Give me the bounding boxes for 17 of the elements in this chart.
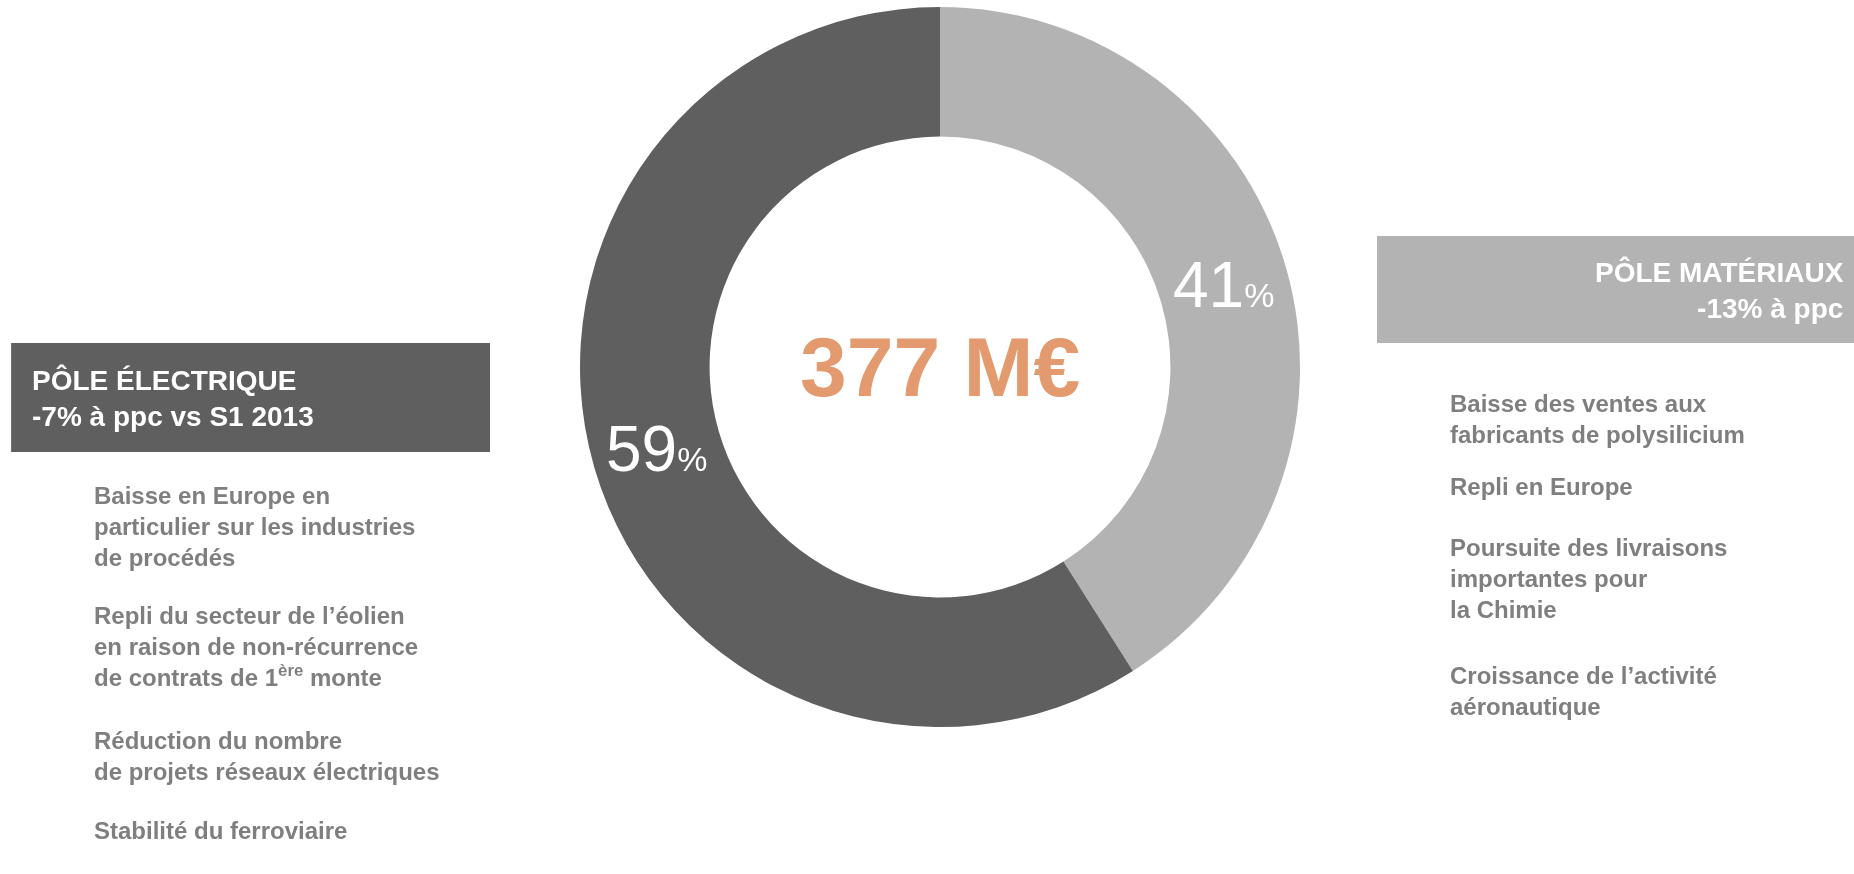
text: 377 M€	[800, 320, 1081, 414]
text: Repli du secteur de l’éolien en raison de non-récurrence de contrats de 1$^{ère}$ monte	[94, 602, 419, 692]
donut-slice	[940, 7, 1300, 671]
text: Repli en Europe	[1450, 473, 1633, 500]
text: Baisse des ventes aux fabricants de polysilicium	[1450, 390, 1745, 449]
text: Réduction du nombre de projets réseaux électriques	[94, 727, 440, 786]
data-label: 59%	[606, 413, 708, 485]
donut-slice	[580, 7, 1133, 727]
text: -13% à ppc	[1697, 293, 1844, 325]
data-label: 41%	[1173, 249, 1275, 321]
slice-label: PÔLE ÉLECTRIQUE	[32, 364, 297, 396]
text: Baisse en Europe en particulier sur les industries de procédés	[94, 482, 416, 572]
text: -7% à ppc vs S1 2013	[32, 401, 314, 433]
text: Stabilité du ferroviaire	[94, 817, 348, 844]
text: Poursuite des livraisons importantes pour la Chimie	[1450, 534, 1728, 624]
text: Croissance de l’activité aéronautique	[1450, 662, 1717, 721]
slice-label: PÔLE MATÉRIAUX	[1595, 256, 1844, 288]
